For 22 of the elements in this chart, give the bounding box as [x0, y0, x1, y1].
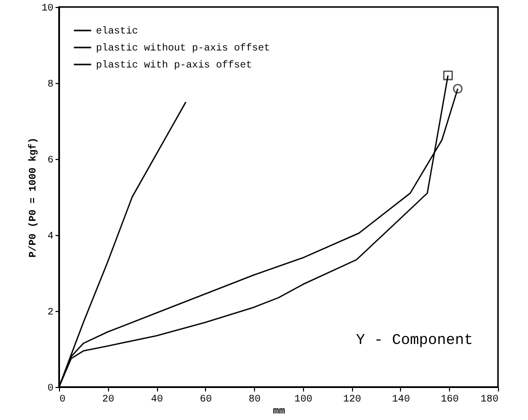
y-axis-title: P/P0 (P0 = 1000 kgf) [28, 137, 40, 258]
y-tick-label: 4 [47, 232, 54, 242]
legend-label: elastic [96, 26, 138, 38]
y-tick-label: 6 [47, 156, 54, 166]
x-axis-title: mm [272, 406, 286, 418]
x-tick-label: 160 [440, 394, 459, 406]
x-tick-label: 100 [294, 394, 312, 406]
y-tick-label: 2 [47, 308, 54, 318]
x-tick-label: 140 [392, 394, 410, 406]
annotation: Y - Component [356, 332, 473, 349]
x-tick-label: 20 [102, 394, 114, 406]
x-tick-label: 80 [248, 394, 261, 406]
y-tick-label: 10 [41, 4, 54, 14]
x-tick-label: 60 [200, 394, 212, 406]
legend-label: plastic with p-axis offset [96, 60, 252, 72]
y-tick-label: 0 [47, 384, 54, 394]
y-tick-label: 8 [47, 80, 54, 90]
x-tick-label: 40 [151, 394, 164, 406]
x-tick-label: 120 [343, 394, 362, 406]
legend-label: plastic without p-axis offset [96, 42, 270, 54]
x-tick-label: 0 [60, 394, 66, 406]
x-tick-label: 180 [480, 394, 498, 406]
